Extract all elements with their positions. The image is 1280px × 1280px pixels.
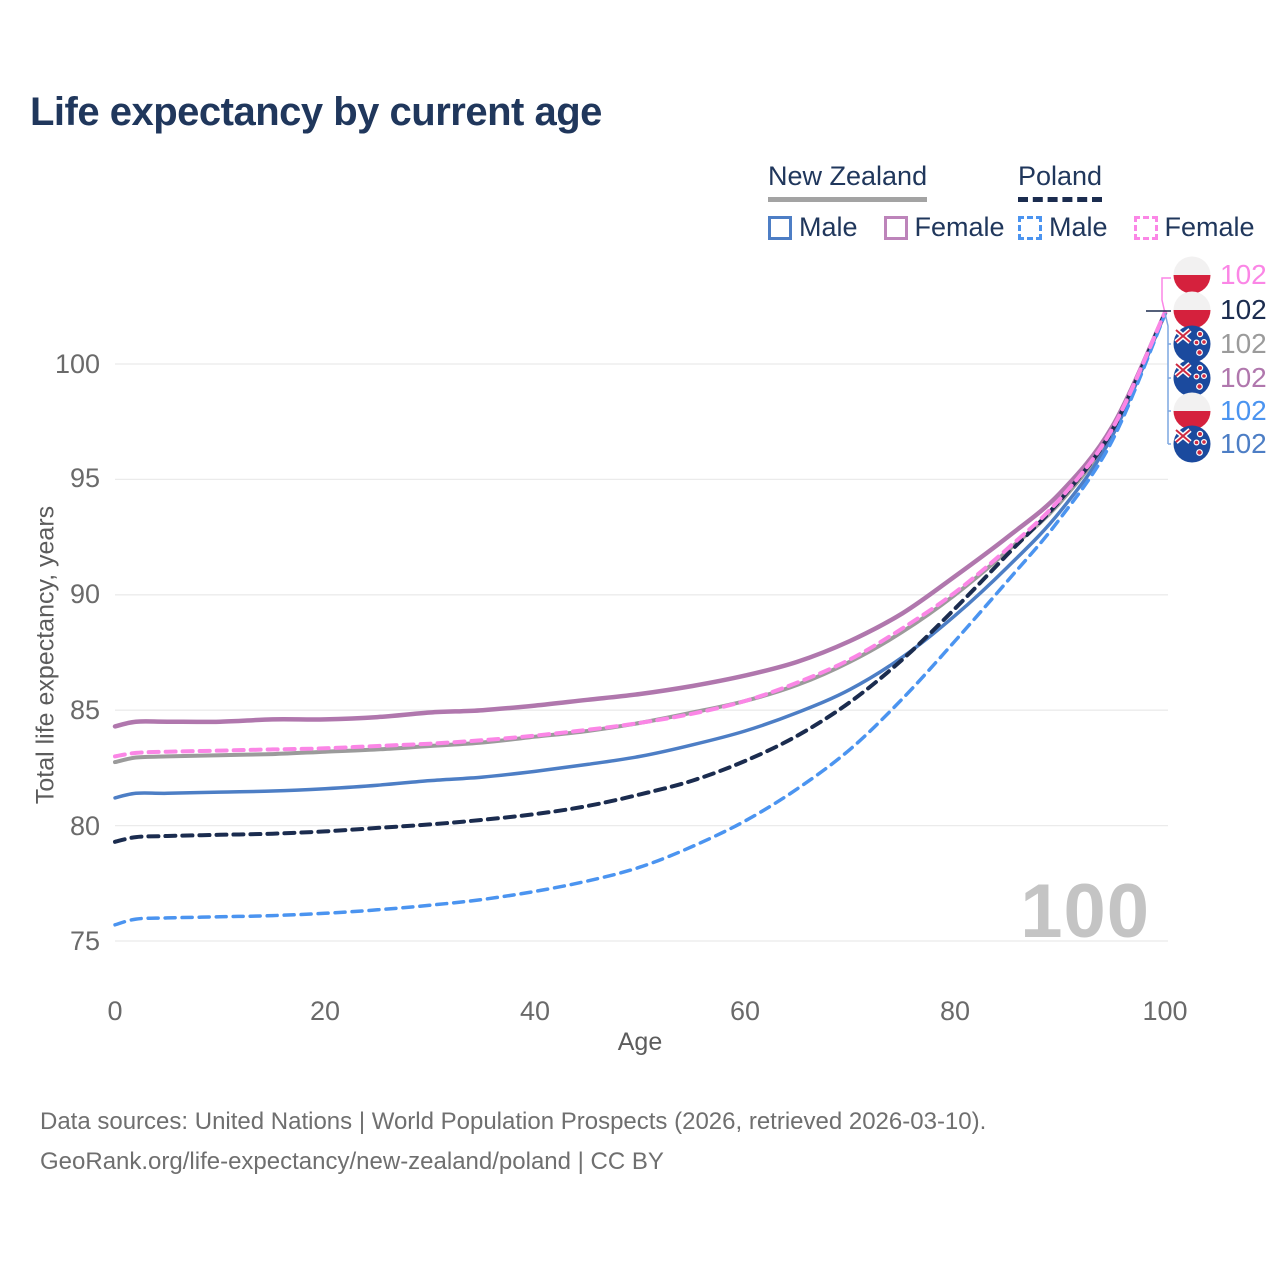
x-tick-20: 20 [309, 996, 341, 1026]
end-label-new-zealand-male: 102 [1173, 425, 1267, 463]
x-tick-80: 80 [939, 996, 971, 1026]
legend-items-poland: Male Female [1018, 212, 1255, 243]
pl-male-swatch-icon [1018, 215, 1042, 240]
y-axis-title: Total life expectancy, years [31, 505, 60, 805]
legend-item-pl-male[interactable]: Male [1018, 212, 1108, 243]
series-line-new-zealand-male [113, 311, 1167, 800]
leader-poland-female [1161, 277, 1171, 314]
new-zealand-flag-icon [1173, 359, 1211, 397]
legend-country-poland: Poland [1018, 161, 1103, 202]
x-tick-100: 100 [1142, 996, 1188, 1026]
x-tick-60: 60 [729, 996, 761, 1026]
x-tick-40: 40 [519, 996, 551, 1026]
current-age-watermark: 100 [1020, 869, 1150, 954]
series-line-poland-total [113, 311, 1167, 844]
y-tick-75: 75 [69, 926, 100, 956]
new-zealand-flag-icon [1173, 325, 1211, 363]
series-line-poland-female [113, 310, 1167, 759]
end-value: 102 [1220, 259, 1267, 290]
end-value: 102 [1220, 328, 1267, 359]
poland-flag-icon [1173, 291, 1211, 329]
legend-group-poland: Poland Male Female [1018, 161, 1255, 243]
end-label-new-zealand-total: 102 [1173, 325, 1267, 363]
legend-items-new-zealand: Male Female [768, 212, 1005, 243]
end-value: 102 [1220, 428, 1267, 459]
y-tick-85: 85 [69, 695, 100, 725]
legend-label-pl-male: Male [1049, 212, 1108, 242]
end-value: 102 [1220, 294, 1267, 325]
poland-flag-icon [1173, 392, 1211, 430]
y-tick-100: 100 [54, 349, 100, 379]
legend-group-new-zealand: New Zealand Male Female [768, 161, 1005, 243]
legend-item-nz-male[interactable]: Male [768, 212, 858, 243]
legend-item-nz-female[interactable]: Female [883, 212, 1005, 243]
end-value: 102 [1220, 395, 1267, 426]
y-tick-95: 95 [69, 463, 100, 493]
series-line-poland-male [113, 312, 1167, 927]
end-label-poland-female: 102 [1173, 256, 1267, 294]
poland-flag-icon [1173, 256, 1211, 294]
end-label-poland-male: 102 [1173, 392, 1267, 430]
pl-female-swatch-icon [1133, 215, 1158, 240]
end-label-new-zealand-female: 102 [1173, 359, 1267, 397]
legend-label-pl-female: Female [1164, 212, 1255, 242]
legend-label-nz-male: Male [799, 212, 858, 242]
end-value: 102 [1220, 362, 1267, 393]
legend-label-nz-female: Female [914, 212, 1005, 242]
series-line-new-zealand-female [112, 310, 1168, 729]
y-tick-90: 90 [69, 579, 100, 609]
x-tick-0: 0 [107, 996, 123, 1026]
y-tick-80: 80 [69, 811, 100, 841]
x-axis-title: Age [617, 1028, 663, 1056]
page-title: Life expectancy by current age [30, 90, 602, 134]
end-label-poland-total: 102 [1173, 291, 1267, 329]
leader-bracket-lower [1164, 313, 1171, 445]
legend-country-new-zealand: New Zealand [768, 161, 928, 202]
nz-male-swatch-icon [768, 215, 792, 240]
attribution-text: GeoRank.org/life-expectancy/new-zealand/… [40, 1148, 664, 1175]
new-zealand-flag-icon [1173, 425, 1211, 463]
nz-female-swatch-icon [883, 215, 908, 240]
data-sources-text: Data sources: United Nations | World Pop… [40, 1108, 987, 1135]
legend-item-pl-female[interactable]: Female [1133, 212, 1255, 243]
